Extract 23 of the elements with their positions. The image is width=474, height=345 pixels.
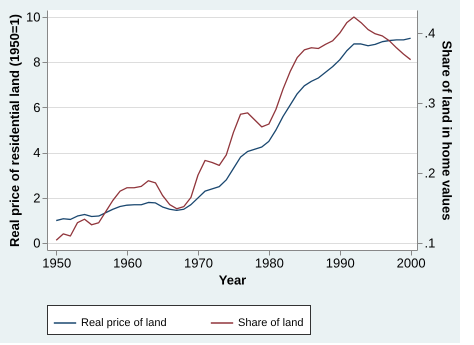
y2-tick-label: .1 [424,236,436,251]
x-tick-label: 1990 [326,256,355,270]
y-tick-label: 4 [33,145,40,160]
legend-label: Real price of land [81,317,167,329]
line-series [56,16,412,241]
y-tick-label: 8 [33,54,40,70]
x-tick-label: 2000 [396,256,426,270]
y-tick-label: 0 [33,236,40,251]
y-tick-label: 6 [33,100,40,115]
y2-axis-title: Share of land in home values [439,40,454,220]
x-tick-label: 1980 [254,256,284,270]
x-tick-label: 1950 [42,256,72,270]
y2-tick-label: .4 [424,26,436,41]
x-tick-label: 1960 [113,256,142,270]
y-tick-label: 2 [33,190,40,206]
y2-tick-label: .2 [424,166,436,181]
legend-label: Share of land [238,317,304,329]
y-tick-label: 10 [26,9,40,24]
line-series [56,38,412,222]
x-axis-title: Year [218,272,246,288]
y-axis-title: Real price of residential land (1950=1) [7,14,22,248]
y2-tick-label: .3 [424,96,436,111]
x-tick-label: 1970 [184,256,213,270]
